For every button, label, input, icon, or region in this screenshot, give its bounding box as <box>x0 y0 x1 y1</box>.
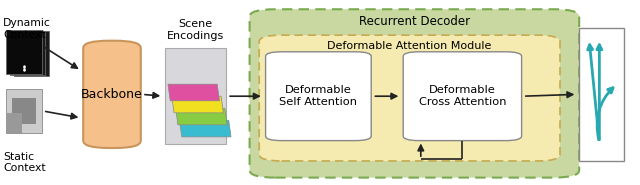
Text: Scene
Encodings: Scene Encodings <box>167 19 224 41</box>
Text: Deformable Attention Module: Deformable Attention Module <box>328 41 492 51</box>
FancyBboxPatch shape <box>250 9 579 178</box>
Bar <box>165 48 226 144</box>
Text: Recurrent Decoder: Recurrent Decoder <box>359 15 470 28</box>
Polygon shape <box>175 108 227 125</box>
Bar <box>12 98 36 124</box>
Polygon shape <box>168 84 220 101</box>
Text: Backbone: Backbone <box>81 88 143 101</box>
FancyBboxPatch shape <box>403 52 522 141</box>
Text: Static
Context: Static Context <box>3 152 46 173</box>
Bar <box>6 30 42 74</box>
Bar <box>10 31 45 75</box>
Bar <box>6 89 42 133</box>
Bar <box>579 28 624 161</box>
FancyBboxPatch shape <box>83 41 141 148</box>
Bar <box>14 31 49 76</box>
Text: Deformable
Self Attention: Deformable Self Attention <box>280 85 357 107</box>
Text: Dynamic
Context: Dynamic Context <box>3 18 51 40</box>
Polygon shape <box>179 120 231 137</box>
FancyBboxPatch shape <box>266 52 371 141</box>
Bar <box>6 113 22 133</box>
FancyBboxPatch shape <box>259 35 560 161</box>
Polygon shape <box>172 96 223 113</box>
Text: Deformable
Cross Attention: Deformable Cross Attention <box>419 85 506 107</box>
